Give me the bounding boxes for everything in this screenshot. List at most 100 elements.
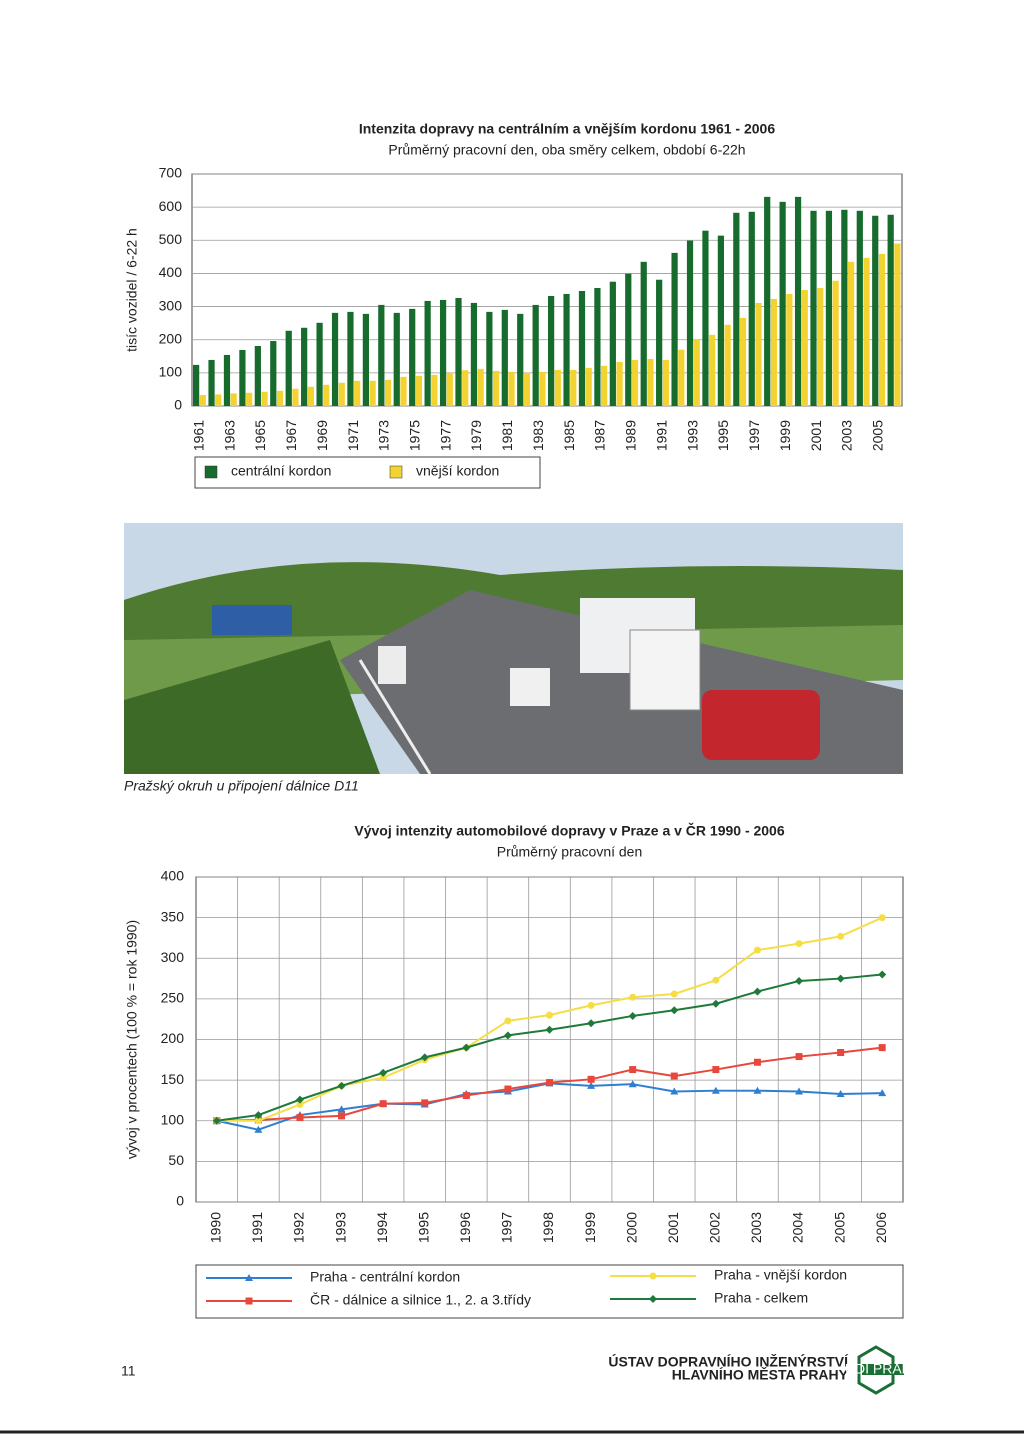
marker	[338, 1112, 346, 1120]
bar	[817, 288, 824, 406]
bar	[431, 374, 438, 406]
bar	[193, 364, 200, 406]
bar	[671, 252, 678, 406]
x-tick-label: 2002	[707, 1212, 723, 1243]
marker	[878, 914, 886, 922]
bar	[254, 346, 261, 406]
footer-line: HLAVNÍHO MĚSTA PRAHY	[672, 1366, 849, 1383]
x-tick-label: 2005	[831, 1212, 847, 1243]
legend-swatch	[389, 465, 403, 479]
bar	[678, 349, 685, 406]
legend-label: Praha - celkem	[714, 1290, 808, 1306]
legend-label: Praha - centrální kordon	[310, 1269, 460, 1285]
x-tick-label: 1973	[376, 420, 392, 451]
bar	[686, 240, 694, 406]
marker	[546, 1079, 553, 1087]
bar	[770, 298, 778, 406]
marker	[545, 1025, 554, 1034]
y-axis-label: vývoj v procentech (100 % = rok 1990)	[124, 920, 140, 1159]
x-tick-label: 2001	[665, 1212, 681, 1243]
x-tick-label: 2005	[870, 420, 886, 451]
bar	[733, 212, 740, 406]
logo-text: ÚDI PRAHA	[845, 1361, 922, 1377]
x-tick-label: 2003	[839, 420, 855, 451]
bar	[307, 386, 314, 406]
bar	[832, 280, 839, 406]
bar	[647, 358, 654, 406]
marker	[837, 932, 845, 940]
bar	[517, 313, 524, 406]
bar	[779, 201, 786, 406]
legend-label: Praha - vnější kordon	[714, 1267, 847, 1283]
bar	[548, 295, 555, 406]
marker	[836, 1089, 845, 1097]
marker	[670, 1006, 679, 1015]
bar	[424, 300, 431, 406]
y-axis-label: tisíc vozidel / 6-22 h	[124, 228, 140, 352]
marker	[587, 1019, 596, 1028]
marker	[670, 990, 678, 998]
marker	[795, 977, 804, 985]
bar	[384, 379, 392, 406]
x-tick-label: 1961	[190, 420, 206, 451]
bar	[631, 359, 639, 406]
bar	[887, 214, 894, 406]
marker	[628, 1080, 637, 1088]
bar	[786, 293, 793, 406]
marker	[837, 1049, 845, 1056]
marker	[795, 940, 803, 948]
chart-subtitle: Průměrný pracovní den, oba směry celkem,…	[388, 142, 745, 158]
bar	[863, 257, 870, 406]
bar	[338, 382, 345, 406]
x-tick-label: 1993	[332, 1212, 348, 1243]
x-tick-label: 1991	[249, 1212, 265, 1243]
bar	[554, 369, 561, 406]
marker	[421, 1099, 429, 1107]
bar	[347, 311, 354, 406]
marker	[420, 1053, 429, 1062]
marker	[245, 1274, 253, 1281]
x-tick-label: 2004	[790, 1212, 806, 1243]
y-tick-label: 150	[161, 1071, 185, 1087]
marker	[878, 1044, 886, 1052]
y-tick-label: 100	[159, 364, 183, 380]
y-tick-label: 700	[159, 165, 183, 181]
bar	[462, 370, 469, 406]
y-tick-label: 400	[161, 868, 185, 884]
bar	[872, 215, 879, 406]
x-tick-label: 1971	[345, 420, 361, 451]
x-tick-label: 1992	[291, 1212, 307, 1243]
bar	[724, 324, 731, 406]
logo	[857, 1345, 904, 1395]
bar	[323, 384, 330, 406]
y-tick-label: 50	[168, 1152, 184, 1168]
bar	[492, 370, 500, 406]
bar	[316, 322, 323, 406]
bar	[393, 312, 400, 406]
x-tick-label: 1995	[715, 420, 731, 451]
y-tick-label: 250	[161, 990, 185, 1006]
marker	[254, 1125, 263, 1133]
legend-label: ČR - dálnice a silnice 1., 2. a 3.třídy	[310, 1292, 531, 1308]
marker	[753, 1058, 761, 1066]
y-tick-label: 200	[161, 1030, 185, 1046]
bar	[563, 293, 570, 406]
bar	[609, 281, 616, 406]
bar	[755, 302, 762, 406]
x-tick-label: 2003	[748, 1212, 764, 1243]
bar	[270, 341, 277, 406]
bar	[662, 359, 669, 406]
bar	[455, 297, 462, 406]
bar	[409, 308, 416, 406]
y-tick-label: 0	[174, 397, 182, 413]
x-tick-label: 1999	[582, 1212, 598, 1243]
bar	[199, 395, 206, 406]
marker	[337, 1081, 346, 1090]
bar	[477, 368, 484, 406]
marker	[504, 1085, 512, 1093]
marker	[587, 1075, 595, 1083]
x-tick-label: 1997	[499, 1212, 515, 1243]
x-tick-label: 1997	[746, 420, 762, 451]
bar	[400, 376, 407, 406]
